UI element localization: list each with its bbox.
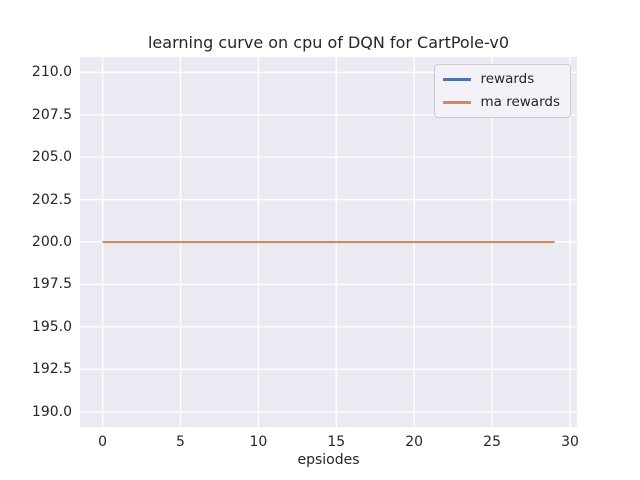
plot-canvas <box>80 57 577 427</box>
x-tick-label: 0 <box>98 434 108 450</box>
y-tick-label: 200.0 <box>31 234 72 250</box>
legend-label-rewards: rewards <box>480 71 535 87</box>
y-tick-label: 195.0 <box>31 318 72 335</box>
x-tick-label: 5 <box>176 434 185 450</box>
y-tick-label: 205.0 <box>31 149 72 166</box>
y-tick-label: 192.5 <box>31 361 72 378</box>
rewards-line-swatch <box>443 77 472 81</box>
y-tick-label: 190.0 <box>31 403 72 420</box>
legend: rewards ma rewards <box>434 64 571 118</box>
chart-title: learning curve on cpu of DQN for CartPol… <box>147 33 509 52</box>
legend-item-rewards: rewards <box>443 70 560 88</box>
plot-area: rewards ma rewards <box>80 57 577 427</box>
x-tick-label: 30 <box>561 434 579 450</box>
y-tick-label: 207.5 <box>31 106 72 123</box>
x-tick-label: 20 <box>405 434 424 450</box>
x-axis-label: epsiodes <box>297 452 360 468</box>
x-tick-label: 15 <box>327 434 346 450</box>
x-tick-label: 25 <box>483 434 501 450</box>
ma-rewards-line-swatch <box>443 100 472 104</box>
y-tick-label: 197.5 <box>31 276 72 293</box>
x-tick-label: 10 <box>249 434 268 450</box>
y-tick-label: 210.0 <box>31 64 72 81</box>
y-tick-label: 202.5 <box>31 191 72 208</box>
legend-item-ma-rewards: ma rewards <box>443 93 560 111</box>
legend-label-ma-rewards: ma rewards <box>480 94 560 110</box>
